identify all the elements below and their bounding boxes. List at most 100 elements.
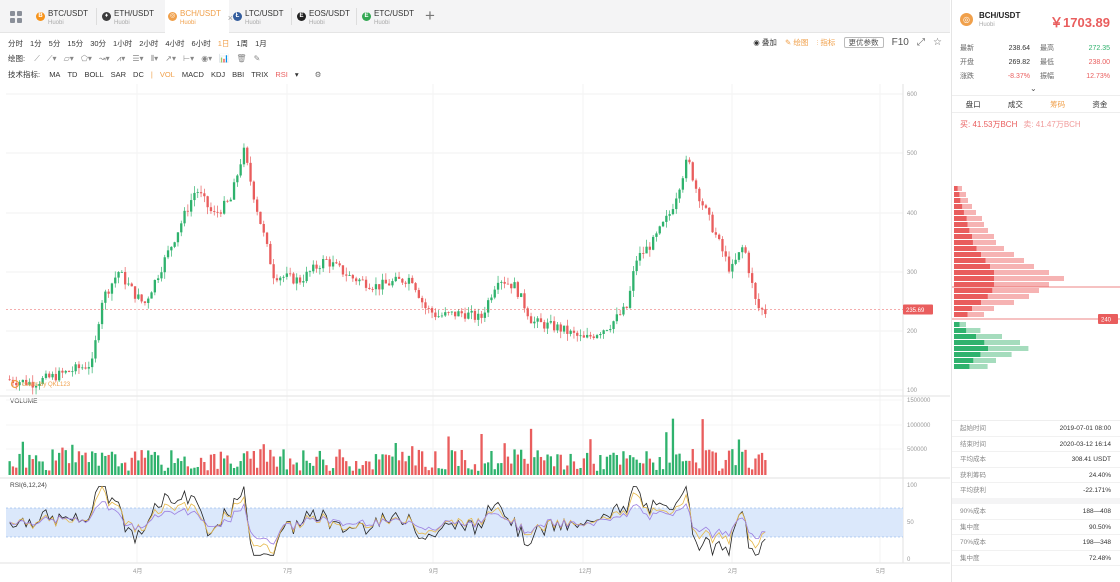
candle-body [67, 370, 71, 372]
side-tab-2[interactable]: 筹码 [1050, 100, 1066, 109]
candle-body [176, 232, 180, 243]
timeframe-5[interactable]: 1小时 [113, 39, 133, 48]
gann-tool-icon[interactable]: ⦀▾ [150, 54, 159, 63]
chip-bar [954, 328, 967, 333]
price-tick-label: 600 [907, 92, 918, 98]
indicator-9[interactable]: BBI [232, 70, 245, 79]
chip-bar-light [954, 364, 988, 369]
expand-chevron-icon[interactable]: ⌄ [1030, 84, 1037, 93]
timeframe-1[interactable]: 1分 [30, 39, 42, 48]
volume-bar [328, 470, 331, 475]
add-tab-icon[interactable]: + [425, 6, 435, 25]
trash-icon[interactable]: 🗑 [236, 54, 247, 63]
candle-body [760, 308, 764, 310]
indicator-button[interactable]: ⫶ 指标 [816, 38, 836, 47]
candle-body [361, 279, 364, 281]
timeframe-7[interactable]: 4小时 [165, 39, 185, 48]
indicator-2[interactable]: BOLL [84, 70, 104, 79]
indicator-4[interactable]: DC [133, 70, 144, 79]
pattern-tool-icon[interactable]: ⩘▾ [116, 54, 126, 63]
volume-bar [453, 451, 457, 475]
volume-bar [734, 465, 737, 475]
measure-tool-icon[interactable]: ⊢▾ [183, 54, 195, 63]
indicator-7[interactable]: MACD [181, 70, 204, 79]
line-tool-icon[interactable]: ⟋ [34, 54, 40, 63]
side-tab-1[interactable]: 成交 [1007, 100, 1023, 109]
star-icon[interactable]: ☆ [933, 37, 942, 48]
indicator-6[interactable]: VOL [159, 70, 175, 79]
tab-ltc-usdt[interactable]: Ł LTC/USDT Huobi [230, 0, 294, 33]
more-params-button[interactable]: 更优参数 [843, 37, 884, 48]
timeframe-2[interactable]: 5分 [48, 39, 61, 48]
path-tool-icon[interactable]: ↝▾ [98, 54, 110, 63]
candle-body [671, 209, 675, 215]
timeframe-4[interactable]: 30分 [90, 39, 107, 48]
indicator-0[interactable]: MA [49, 70, 61, 79]
volume-bar [496, 463, 500, 475]
overlay-button[interactable]: ◉ 叠加 [753, 38, 777, 47]
candle-body [665, 215, 668, 222]
volume-bar [321, 459, 325, 475]
volume-bar [137, 460, 140, 475]
grid-menu-icon[interactable] [10, 11, 22, 23]
tab-etc-usdt[interactable]: E ETC/USDT Huobi [359, 0, 423, 33]
volume-bar [430, 467, 434, 475]
close-tab-icon[interactable]: × [227, 13, 233, 23]
timeframe-11[interactable]: 1月 [255, 39, 267, 48]
info-row: 获利筹码 24.40% [952, 468, 1120, 483]
chip-bar-light [954, 240, 996, 245]
timeframe-6[interactable]: 2小时 [139, 39, 159, 48]
tab-btc-usdt[interactable]: B BTC/USDT Huobi [33, 0, 97, 33]
channel-tool-icon[interactable]: ▱▾ [63, 54, 74, 63]
timeframe-9[interactable]: 1日 [217, 39, 230, 48]
tab-pair-label: EOS/USDT [309, 9, 350, 18]
candle-body [559, 324, 562, 332]
volume-bar [203, 461, 206, 475]
fullscreen-icon[interactable]: ⤢ [916, 37, 925, 48]
candle-body [308, 271, 312, 273]
stats-tool-icon[interactable]: 📊 [219, 54, 230, 63]
candle-body [246, 147, 249, 163]
chip-bar-light [954, 352, 1012, 357]
fib-tool-icon[interactable]: ☰▾ [132, 54, 144, 63]
x-tick-label: 4月 [133, 568, 142, 575]
draw-button[interactable]: ✎ 绘图 [784, 38, 809, 47]
side-tab-3[interactable]: 资金 [1092, 100, 1108, 109]
candle-body [117, 272, 120, 278]
indicator-8[interactable]: KDJ [210, 70, 226, 79]
chip-bar [954, 334, 976, 339]
timeframe-8[interactable]: 6小时 [191, 39, 211, 48]
shape-tool-icon[interactable]: ⬠▾ [80, 54, 92, 63]
tab-eth-usdt[interactable]: ♦ ETH/USDT Huobi [99, 0, 163, 33]
pencil-icon[interactable]: ✎ [253, 54, 261, 63]
indicator-3[interactable]: SAR [110, 70, 127, 79]
tab-bch-usdt[interactable]: ◎ BCH/USDT Huobi × [165, 0, 233, 33]
tab-eos-usdt[interactable]: E EOS/USDT Huobi [294, 0, 358, 33]
indicator-1[interactable]: TD [67, 70, 78, 79]
chip-bar-light [954, 282, 1049, 287]
timeframe-0[interactable]: 分时 [8, 39, 23, 48]
indicator-11[interactable]: RSI [275, 70, 288, 79]
side-tab-0[interactable]: 盘口 [965, 100, 981, 109]
settings-gear-icon[interactable]: ⚙ [314, 70, 322, 79]
indicator-12[interactable]: ▾ [294, 70, 299, 79]
f10-button[interactable]: F10 [891, 37, 909, 48]
candle-body [648, 246, 652, 250]
arrow-tool-icon[interactable]: ↗▾ [165, 54, 177, 63]
x-tick-label: 2月 [728, 568, 737, 575]
ray-tool-icon[interactable]: ⟋▾ [46, 54, 57, 63]
candle-body [605, 330, 609, 331]
volume-bar [747, 467, 751, 475]
indicator-10[interactable]: TRIX [251, 70, 269, 79]
volume-bar [24, 467, 28, 475]
volume-bar [114, 454, 117, 475]
volume-bar [536, 450, 539, 475]
timeframe-10[interactable]: 1周 [236, 39, 249, 48]
candle-body [444, 312, 447, 316]
candle-body [628, 290, 632, 308]
eye-tool-icon[interactable]: ◉▾ [201, 54, 213, 63]
info-value: 2019-07-01 08:00 [1059, 425, 1111, 432]
timeframe-3[interactable]: 15分 [67, 39, 84, 48]
volume-bar [361, 465, 364, 475]
